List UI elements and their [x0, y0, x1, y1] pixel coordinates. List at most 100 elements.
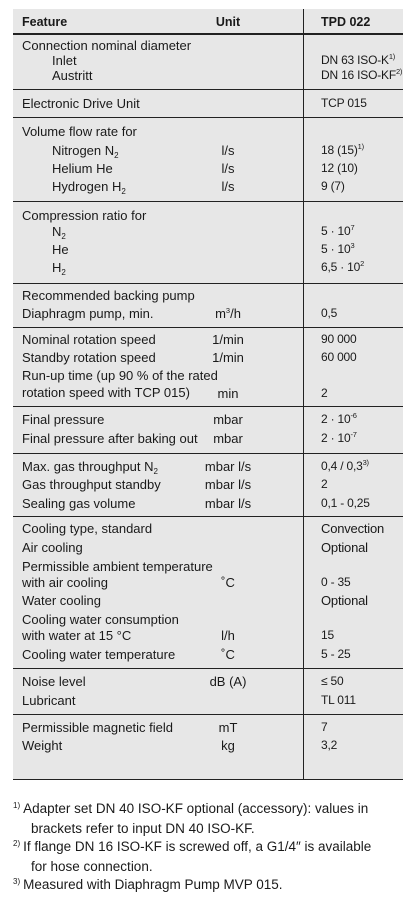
- header-feature: Feature: [22, 15, 68, 29]
- row-rut2-value: 2: [321, 386, 328, 400]
- row-sgv-unit: mbar l/s: [204, 496, 252, 511]
- row-pat2-label: with air cooling: [22, 575, 108, 590]
- header-rule: [13, 33, 403, 35]
- row-lub-value: TL 011: [321, 693, 356, 707]
- row-fp-label: Final pressure: [22, 412, 105, 427]
- row-rule: [13, 453, 403, 454]
- row-rule: [13, 201, 403, 202]
- row-wt-label: Weight: [22, 738, 63, 753]
- row-srs-value: 60 000: [321, 350, 357, 364]
- row-cr-h2-label: H2: [52, 260, 66, 277]
- row-fpb-label: Final pressure after baking out: [22, 431, 198, 446]
- row-cts-label: Cooling type, standard: [22, 521, 153, 536]
- row-srs-label: Standby rotation speed: [22, 350, 156, 365]
- row-nrs-unit: 1/min: [212, 332, 244, 347]
- row-h2-label: Hydrogen H2: [52, 179, 126, 196]
- row-ac-label: Air cooling: [22, 540, 83, 555]
- row-mgt-unit: mbar l/s: [204, 459, 252, 474]
- row-conn-label: Connection nominal diameter: [22, 38, 192, 53]
- row-wt-value: 3,2: [321, 738, 338, 752]
- row-gts-value: 2: [321, 477, 328, 491]
- row-austritt-value: DN 16 ISO-KF2): [321, 67, 403, 82]
- row-sgv-value: 0,1 - 0,25: [321, 496, 370, 510]
- row-cwc2-label: with water at 15 °C: [22, 628, 132, 643]
- row-edu-value: TCP 015: [321, 96, 367, 110]
- row-n2-label: Nitrogen N2: [52, 143, 119, 160]
- row-pat2-unit: ˚C: [221, 575, 235, 590]
- row-cr-he-label: He: [52, 242, 69, 257]
- row-inlet-label: Inlet: [52, 53, 77, 68]
- row-wc-label: Water cooling: [22, 593, 101, 608]
- row-pmf-value: 7: [321, 720, 328, 734]
- row-lub-label: Lubricant: [22, 693, 76, 708]
- row-h2-unit: l/s: [221, 179, 235, 194]
- row-edu-label: Electronic Drive Unit: [22, 96, 140, 111]
- row-mgt-value: 0,4 / 0,33): [321, 458, 369, 473]
- row-cr-he-value: 5 · 103: [321, 241, 355, 256]
- row-wc-value: Optional: [321, 593, 368, 608]
- row-rule: [13, 668, 403, 669]
- row-cwc2-unit: l/h: [221, 628, 235, 643]
- header-model: TPD 022: [321, 15, 371, 29]
- spec-table: Feature Unit TPD 022 Connection nominal …: [13, 9, 403, 780]
- header-unit: Unit: [215, 15, 241, 29]
- row-he-unit: l/s: [221, 161, 235, 176]
- row-rule: [13, 406, 403, 407]
- row-pat2-value: 0 - 35: [321, 575, 351, 589]
- row-h2-value: 9 (7): [321, 179, 345, 193]
- footnote-2: 2) If flange DN 16 ISO-KF is screwed off,…: [13, 839, 372, 874]
- row-rule: [13, 117, 403, 118]
- footnotes: 1) Adapter set DN 40 ISO-KF optional (acc…: [13, 800, 408, 896]
- row-cts-value: Convection: [321, 521, 385, 536]
- row-ac-value: Optional: [321, 540, 368, 555]
- row-gts-unit: mbar l/s: [204, 477, 252, 492]
- row-rule: [13, 327, 403, 328]
- row-cr-label: Compression ratio for: [22, 208, 147, 223]
- row-cr-n2-label: N2: [52, 224, 66, 241]
- row-nl-unit: dB (A): [209, 674, 247, 689]
- row-dp-unit: m3/h: [215, 306, 241, 321]
- footnote-3: 3) Measured with Diaphragm Pump MVP 015.: [13, 877, 283, 892]
- row-wt-unit: kg: [221, 738, 235, 753]
- row-n2-value: 18 (15)1): [321, 142, 364, 157]
- row-pmf-label: Permissible magnetic field: [22, 720, 174, 735]
- row-vfr-label: Volume flow rate for: [22, 124, 137, 139]
- row-rule: [13, 283, 403, 284]
- row-he-value: 12 (10): [321, 161, 358, 175]
- row-cr-n2-value: 5 · 107: [321, 223, 355, 238]
- row-fp-value: 2 · 10-6: [321, 411, 357, 426]
- row-rule: [13, 89, 403, 90]
- row-n2-unit: l/s: [221, 143, 235, 158]
- row-cr-h2-value: 6,5 · 102: [321, 259, 365, 274]
- row-rule: [13, 516, 403, 517]
- row-gts-label: Gas throughput standby: [22, 477, 161, 492]
- row-fpb-unit: mbar: [213, 431, 243, 446]
- row-cwt-label: Cooling water temperature: [22, 647, 176, 662]
- row-rut2-label: rotation speed with TCP 015): [22, 385, 190, 400]
- row-fpb-value: 2 · 10-7: [321, 430, 357, 445]
- row-cwc1-label: Cooling water consumption: [22, 612, 179, 627]
- row-rut2-unit: min: [217, 386, 239, 401]
- row-nl-label: Noise level: [22, 674, 86, 689]
- row-rut1-label: Run-up time (up 90 % of the rated: [22, 368, 218, 383]
- row-srs-unit: 1/min: [212, 350, 244, 365]
- row-cwt-value: 5 - 25: [321, 647, 351, 661]
- row-sgv-label: Sealing gas volume: [22, 496, 136, 511]
- column-divider: [303, 9, 304, 779]
- row-nrs-label: Nominal rotation speed: [22, 332, 156, 347]
- row-inlet-value: DN 63 ISO-K1): [321, 52, 396, 67]
- row-austritt-label: Austritt: [52, 68, 93, 83]
- row-nl-value: ≤ 50: [321, 674, 344, 688]
- row-pmf-unit: mT: [218, 720, 238, 735]
- row-rule: [13, 714, 403, 715]
- row-mgt-label: Max. gas throughput N2: [22, 459, 158, 476]
- row-cwt-unit: ˚C: [221, 647, 235, 662]
- footnote-1: 1) Adapter set DN 40 ISO-KF optional (acc…: [13, 801, 369, 836]
- row-nrs-value: 90 000: [321, 332, 357, 346]
- row-cwc2-value: 15: [321, 628, 334, 642]
- row-pat1-label: Permissible ambient temperature: [22, 559, 213, 574]
- row-rbp-label: Recommended backing pump: [22, 288, 195, 303]
- row-fp-unit: mbar: [213, 412, 243, 427]
- row-dp-value: 0,5: [321, 306, 338, 320]
- row-dp-label: Diaphragm pump, min.: [22, 306, 154, 321]
